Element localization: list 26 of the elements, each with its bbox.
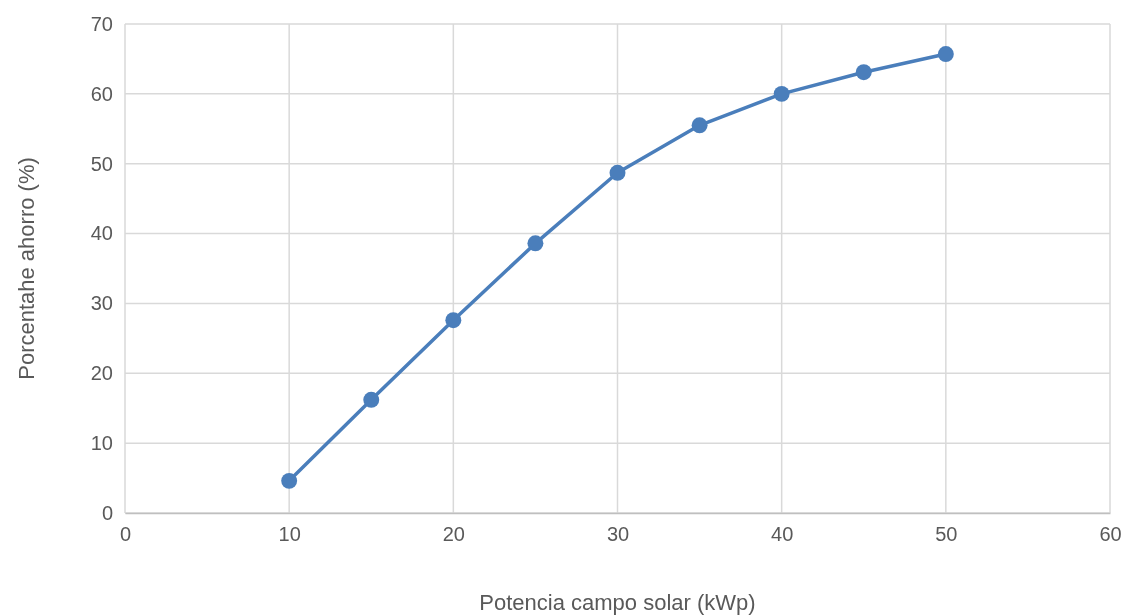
x-tick-label: 40 [771, 523, 794, 546]
y-tick-label: 40 [90, 222, 113, 245]
y-tick-label: 50 [90, 152, 113, 175]
point [609, 164, 626, 181]
y-tick-label: 0 [101, 501, 113, 524]
point [527, 235, 544, 252]
point [691, 117, 708, 134]
point [855, 64, 872, 81]
y-tick-label: 60 [90, 82, 113, 105]
point [773, 85, 790, 102]
point [937, 46, 954, 62]
y-tick-label: 70 [90, 12, 113, 35]
x-axis-title: Potencia campo solar (kWp) [479, 590, 756, 615]
y-tick-label: 30 [90, 292, 113, 315]
y-tick-label: 10 [90, 432, 113, 455]
point [445, 312, 462, 329]
point [363, 391, 380, 408]
y-axis-title: Porcentahe ahorro (%) [14, 157, 39, 380]
point [281, 472, 298, 489]
x-tick-label: 30 [606, 523, 630, 546]
x-tick-label: 0 [119, 523, 132, 546]
x-tick-label: 20 [442, 523, 465, 546]
y-tick-label: 20 [90, 362, 113, 385]
x-tick-label: 10 [278, 523, 301, 546]
x-tick-label: 60 [1099, 523, 1122, 546]
x-tick-label: 50 [935, 523, 958, 546]
